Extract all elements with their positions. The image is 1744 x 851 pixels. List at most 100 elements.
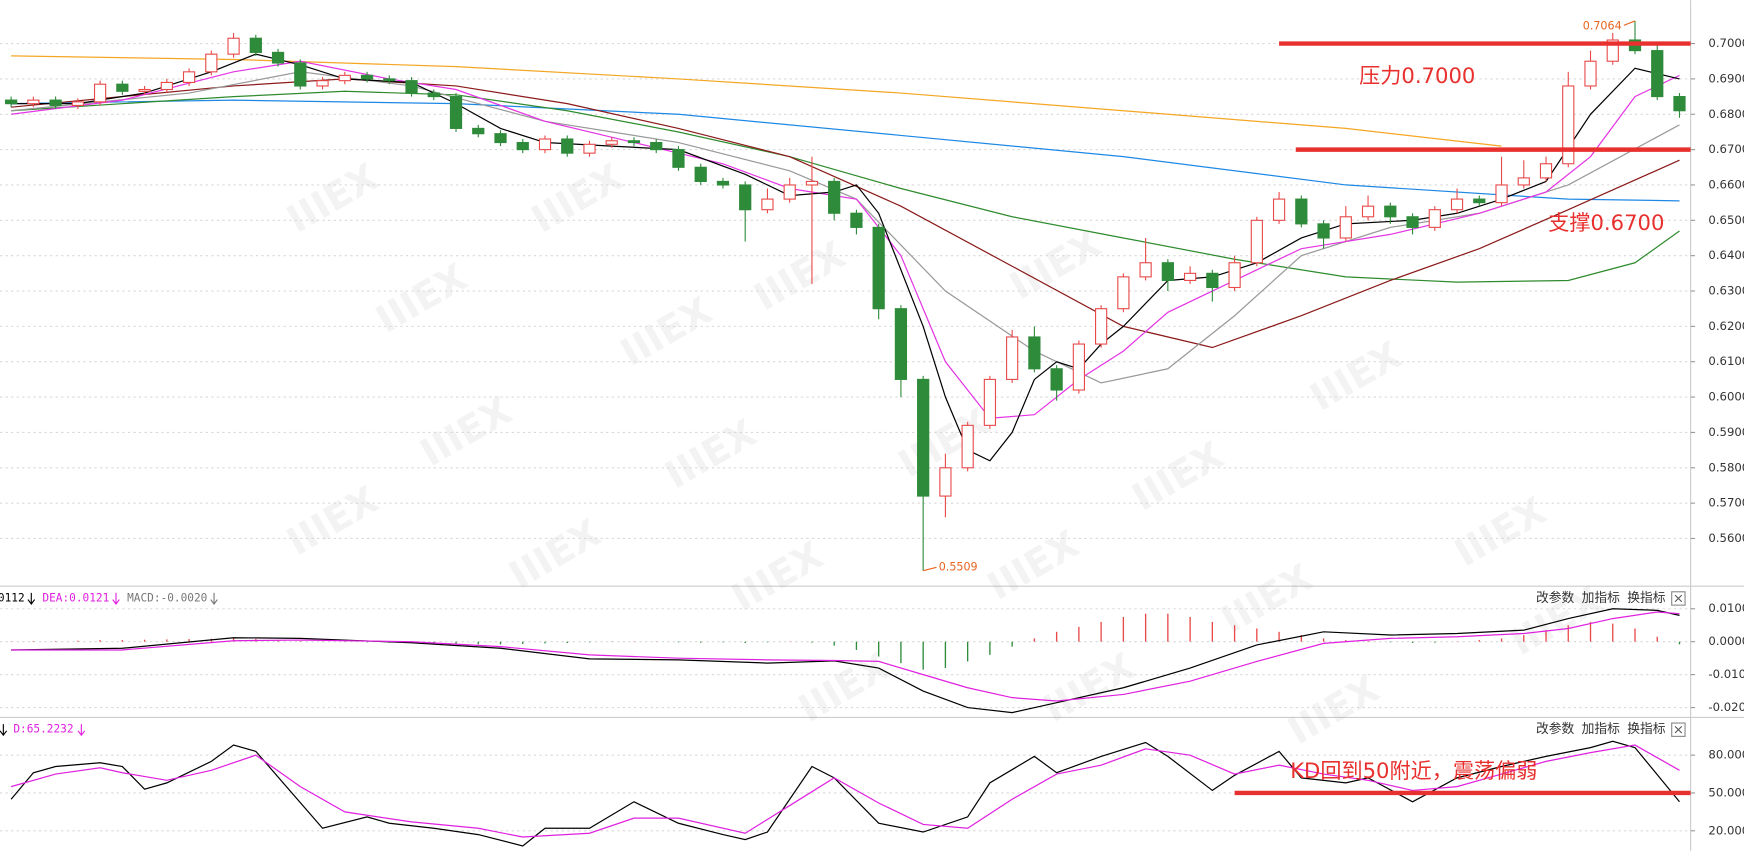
legend-label: MACD:-0.0020 [127,591,207,604]
legend-arrow [77,724,86,737]
candle-body [494,133,507,144]
indicator-line [11,53,1680,462]
low-marker-leader [923,566,937,572]
y-tick-label: 80.0000 [1708,748,1744,762]
candle-body [294,62,307,87]
candle-body [983,378,997,426]
level-label: 支撑0.6700 [1548,210,1664,235]
candle-body [1361,205,1375,218]
toolbar-button[interactable]: 换指标 [1627,722,1666,737]
candle-body [383,78,396,82]
toolbar-button[interactable]: 加指标 [1582,591,1621,606]
toolbar-button[interactable]: 加指标 [1582,722,1621,737]
candle-body [160,81,173,91]
legend-arrow [112,592,120,605]
candle-body [1206,272,1219,289]
candle-body [872,226,885,310]
level-label: 压力0.7000 [1359,63,1475,88]
indicator-line [11,611,1680,702]
indicator-line [11,71,1680,384]
legend-arrow [27,592,36,605]
candle-body [360,74,374,80]
y-tick-label: 0.6700 [1708,142,1744,156]
candle-body [583,143,596,154]
candle-body [739,184,752,211]
close-icon[interactable] [1674,725,1683,734]
candle-body [694,166,707,182]
candle-body [27,99,40,105]
candle-body [316,80,329,87]
candle-body [1028,336,1041,370]
candle-body [939,467,952,497]
candle-body [1228,262,1241,289]
level-label: KD回到50附近，震荡偏弱 [1290,758,1537,783]
indicator-line [11,608,1680,714]
candle-body [783,184,796,200]
candle-body [761,198,774,211]
candle-body [672,149,685,168]
toolbar-button[interactable]: 改参数 [1536,590,1575,606]
toolbar-button[interactable]: 换指标 [1627,591,1666,606]
candle-body [1651,50,1664,98]
candle-body [271,51,285,64]
candle-body [1606,39,1619,62]
indicator-line [10,744,1680,838]
indicator-line [11,55,1502,147]
candle-body [850,212,863,228]
legend-arrow [210,592,218,605]
candle-body [716,180,730,186]
candle-body [93,83,107,103]
candle-body [1384,205,1397,218]
candle-body [627,140,641,144]
candle-body [1183,272,1197,281]
candle-body [605,140,618,145]
candle-body [961,424,974,469]
candle-body [1072,343,1085,391]
candle-body [1450,198,1464,211]
candle-body [472,127,485,135]
candle-body [805,180,819,186]
candle-body [405,80,418,94]
candle-body [917,378,930,497]
candle-body [182,71,196,83]
candle-body [1673,96,1686,112]
candle-body [1006,336,1019,380]
candle-body [538,138,552,151]
legend-label: D:65.2232 [13,723,73,736]
candle-body [449,96,463,129]
candle-body [1406,216,1419,228]
close-icon[interactable] [1674,594,1683,603]
candle-body [1473,198,1486,204]
toolbar-button[interactable]: 改参数 [1536,721,1575,737]
candle-body [71,101,84,106]
candle-body [1317,223,1330,239]
candle-body [1295,198,1308,225]
candle-body [1428,209,1441,228]
candle-body [1250,219,1263,264]
candle-body [1539,163,1553,179]
candle-body [49,99,62,106]
candle-body [1139,262,1152,278]
y-tick-label: 20.0000 [1708,823,1744,837]
candle-body [1584,60,1597,87]
legend-label: DEA:0.0121 [42,591,109,604]
low-marker-label: 0.5509 [939,560,978,573]
candle-body [1272,198,1286,221]
candle-body [427,92,440,98]
